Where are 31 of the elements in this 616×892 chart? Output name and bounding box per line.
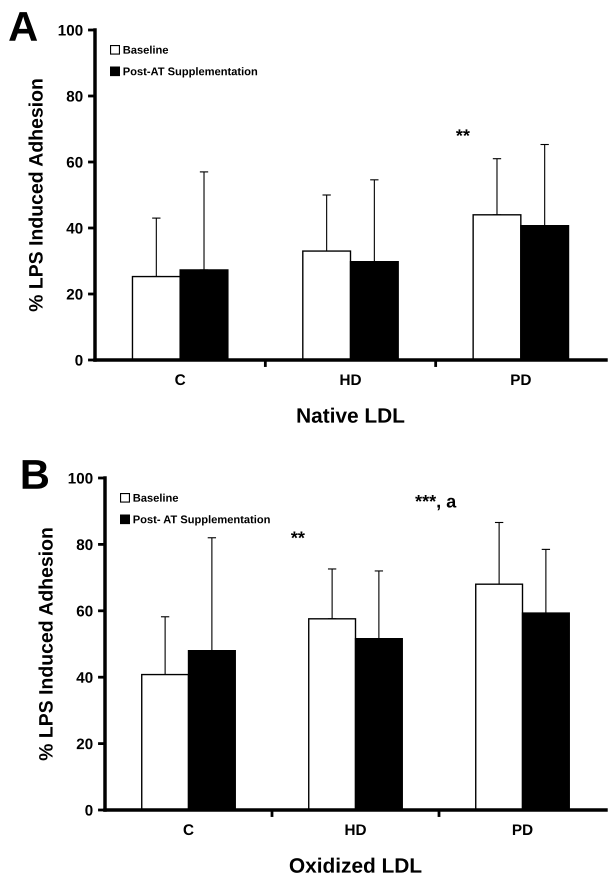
legend-label: Post- AT Supplementation — [134, 515, 270, 526]
y-tick-label: 60 — [66, 156, 83, 168]
x-tick-label: PD — [512, 824, 532, 835]
x-tick-label: HD — [345, 824, 366, 835]
y-tick-label: 0 — [75, 354, 83, 366]
y-tick-label: 60 — [76, 606, 93, 616]
y-tick-label: 100 — [58, 24, 83, 36]
y-tick-label: 40 — [66, 222, 83, 234]
y-tick-label: 0 — [85, 804, 93, 816]
x-axis-title: Native LDL — [297, 408, 404, 423]
x-tick-label: C — [184, 824, 194, 836]
legend-label: Baseline — [124, 46, 168, 54]
annotation: ***, a — [415, 495, 456, 510]
y-tick-label: 80 — [66, 90, 83, 102]
x-tick-label: C — [175, 374, 186, 386]
legend-label: Baseline — [134, 494, 178, 502]
y-tick-label: 20 — [76, 738, 93, 750]
y-tick-label: 40 — [76, 672, 93, 683]
legend-label: Post-AT Supplementation — [124, 67, 258, 78]
y-tick-label: 80 — [76, 539, 93, 550]
chart-title: A — [9, 12, 38, 41]
x-tick-label: HD — [340, 374, 361, 385]
annotation: ** — [290, 532, 305, 538]
annotation: ** — [456, 129, 470, 136]
y-axis-title: % LPS Induced Adhesion — [28, 79, 43, 312]
chart-title: B — [22, 460, 48, 489]
x-axis-title: Oxidized LDL — [290, 858, 422, 873]
x-tick-label: PD — [511, 374, 531, 385]
y-tick-label: 100 — [68, 472, 93, 484]
y-axis-title: % LPS Induced Adhesion — [38, 528, 53, 760]
y-tick-label: 20 — [66, 288, 83, 300]
